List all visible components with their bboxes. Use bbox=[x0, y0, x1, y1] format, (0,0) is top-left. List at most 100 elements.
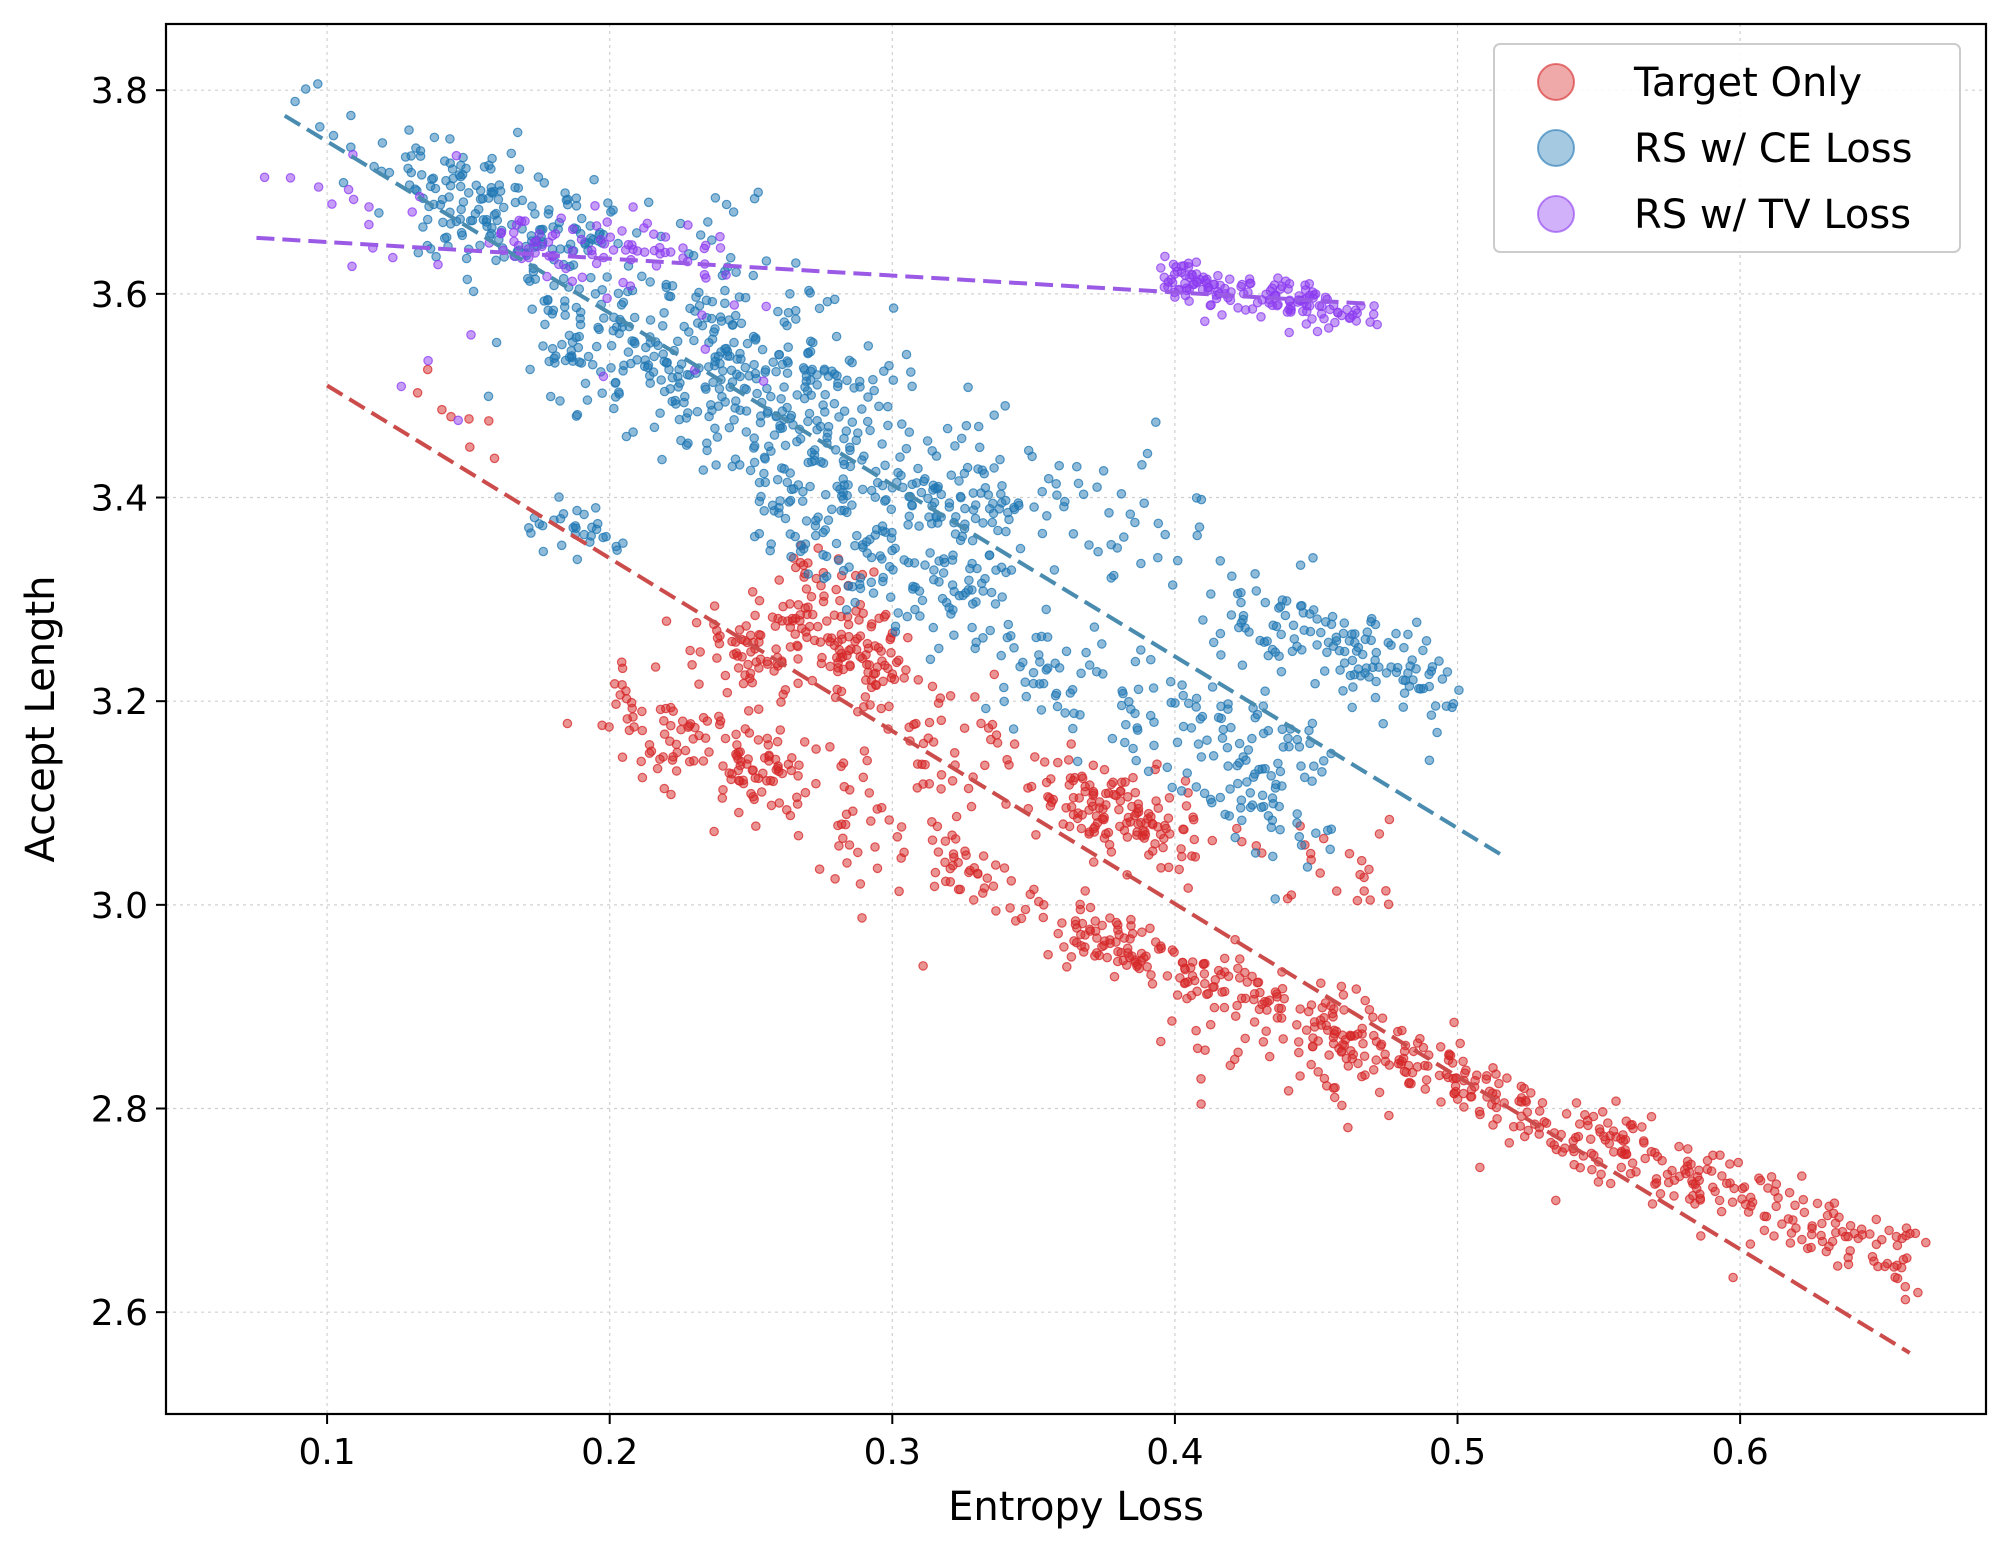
data-point bbox=[793, 770, 803, 781]
data-point bbox=[1015, 661, 1025, 672]
data-point bbox=[1377, 1013, 1388, 1023]
data-point bbox=[1447, 1058, 1458, 1068]
data-point bbox=[777, 406, 788, 416]
data-point bbox=[788, 483, 799, 494]
data-point bbox=[933, 847, 944, 857]
data-point bbox=[790, 562, 801, 573]
data-point bbox=[1215, 628, 1226, 639]
data-point bbox=[461, 163, 471, 174]
data-point bbox=[1458, 1056, 1468, 1067]
data-point bbox=[1240, 967, 1250, 978]
data-point bbox=[815, 637, 826, 647]
data-point bbox=[1371, 647, 1382, 658]
data-point bbox=[606, 340, 617, 351]
data-point bbox=[1366, 635, 1376, 646]
trend-line bbox=[326, 383, 1911, 1355]
data-point bbox=[874, 613, 884, 624]
data-point bbox=[1137, 927, 1147, 937]
data-point bbox=[1403, 629, 1413, 640]
data-point bbox=[544, 205, 554, 215]
data-point bbox=[803, 348, 813, 359]
data-point bbox=[1696, 1231, 1706, 1241]
data-point bbox=[1301, 319, 1312, 329]
data-point bbox=[1892, 1240, 1903, 1251]
data-point bbox=[1042, 663, 1053, 673]
data-point bbox=[602, 217, 612, 227]
data-point bbox=[823, 515, 834, 525]
data-point bbox=[1237, 279, 1247, 290]
y-tick-label: 3.6 bbox=[91, 275, 148, 316]
data-point bbox=[539, 296, 549, 306]
data-point bbox=[749, 531, 760, 542]
data-point bbox=[1435, 1042, 1446, 1052]
y-tick-label: 3.4 bbox=[91, 479, 148, 520]
data-point bbox=[1237, 836, 1247, 847]
data-point bbox=[829, 610, 840, 620]
data-point bbox=[447, 164, 458, 174]
data-point bbox=[764, 750, 774, 761]
data-point bbox=[936, 489, 947, 500]
data-point bbox=[754, 496, 765, 507]
data-point bbox=[1031, 829, 1041, 840]
data-point bbox=[1715, 1150, 1725, 1160]
data-point bbox=[1028, 678, 1039, 689]
data-point bbox=[659, 307, 669, 318]
data-point bbox=[1571, 1098, 1582, 1108]
data-point bbox=[1551, 1195, 1561, 1206]
data-point bbox=[1123, 791, 1133, 802]
data-point bbox=[728, 207, 739, 217]
data-point bbox=[577, 272, 588, 283]
data-point bbox=[1069, 936, 1079, 946]
data-point bbox=[1229, 1054, 1240, 1065]
data-point bbox=[905, 367, 916, 377]
data-point bbox=[683, 220, 693, 230]
data-point bbox=[550, 229, 561, 239]
data-point bbox=[1424, 755, 1435, 766]
data-point bbox=[1686, 1159, 1696, 1170]
data-point bbox=[866, 619, 877, 629]
data-point bbox=[844, 562, 854, 572]
data-point bbox=[785, 622, 796, 632]
data-point bbox=[861, 659, 872, 670]
data-point bbox=[760, 477, 771, 488]
data-point bbox=[758, 376, 769, 386]
data-point bbox=[1426, 710, 1437, 720]
data-point bbox=[520, 216, 530, 226]
data-point bbox=[985, 734, 996, 745]
data-point bbox=[694, 300, 705, 311]
data-point bbox=[851, 435, 862, 446]
data-point bbox=[554, 492, 564, 502]
data-point bbox=[506, 148, 517, 159]
data-point bbox=[1180, 776, 1191, 786]
data-point bbox=[744, 370, 754, 381]
data-point bbox=[1381, 885, 1391, 896]
data-point bbox=[908, 719, 919, 730]
data-point bbox=[608, 205, 618, 215]
data-point bbox=[1702, 1155, 1713, 1166]
data-point bbox=[973, 464, 983, 474]
data-point bbox=[835, 484, 845, 494]
data-point bbox=[954, 590, 965, 601]
data-point bbox=[1482, 1071, 1492, 1081]
data-point bbox=[1783, 1214, 1794, 1224]
data-point bbox=[655, 754, 665, 764]
data-point bbox=[1739, 1182, 1750, 1192]
data-point bbox=[1281, 596, 1292, 606]
data-point bbox=[1534, 1129, 1544, 1139]
data-point bbox=[978, 851, 989, 861]
data-point bbox=[374, 208, 384, 218]
data-point bbox=[800, 626, 811, 637]
data-point bbox=[694, 730, 704, 741]
data-point bbox=[999, 863, 1010, 873]
data-point bbox=[709, 826, 719, 837]
data-point bbox=[1319, 1073, 1330, 1084]
data-point bbox=[1759, 1211, 1770, 1222]
data-point bbox=[445, 180, 456, 191]
data-point bbox=[1250, 848, 1261, 858]
data-point bbox=[1669, 1191, 1679, 1201]
data-point bbox=[709, 601, 720, 611]
data-point bbox=[1132, 959, 1143, 970]
data-point bbox=[756, 787, 767, 797]
data-point bbox=[1582, 1115, 1593, 1126]
data-point bbox=[1432, 727, 1442, 738]
